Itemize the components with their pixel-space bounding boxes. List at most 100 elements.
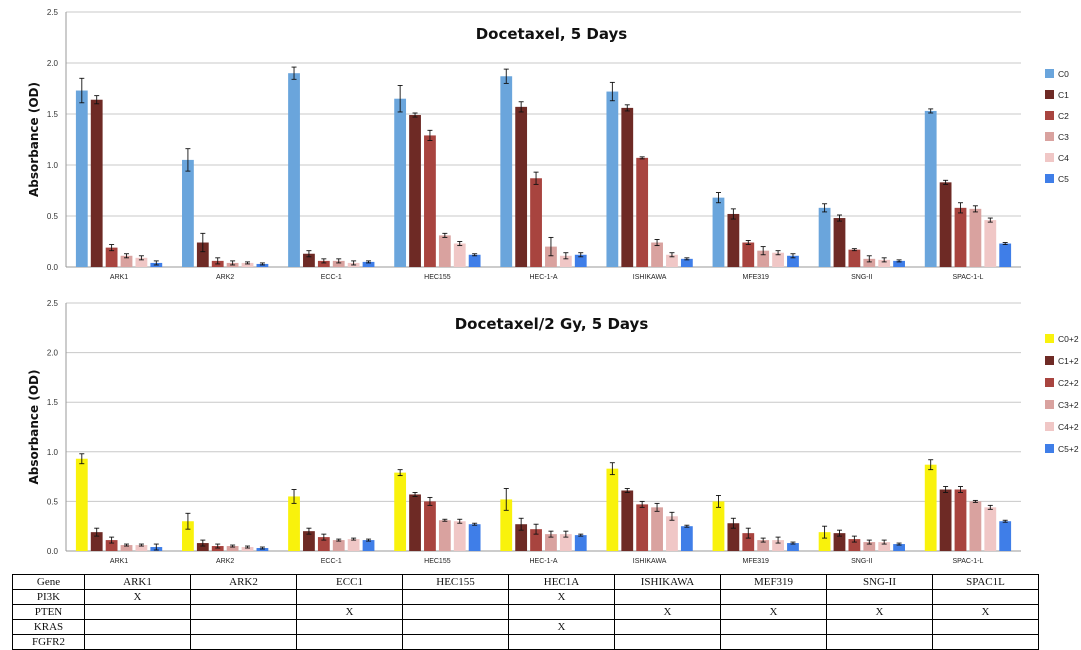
bar: [787, 255, 799, 267]
bar: [893, 260, 905, 267]
bar: [90, 99, 103, 267]
y-tick-label: 2.0: [47, 59, 59, 68]
y-tick-label: 0.5: [47, 212, 59, 221]
gene-name-cell: FGFR2: [12, 634, 85, 650]
bar: [787, 543, 799, 551]
bar: [530, 529, 542, 551]
bar-group: [75, 77, 163, 267]
x-tick-label: MFE319: [742, 558, 769, 565]
legend-label: C0+2 Gy: [1058, 334, 1081, 344]
bar: [818, 207, 831, 267]
bar: [666, 516, 678, 551]
bar: [999, 243, 1012, 267]
mutation-cell: [84, 604, 191, 620]
y-tick-label: 0.0: [47, 263, 59, 272]
legend-label: C5+2 Gy: [1058, 444, 1081, 454]
bar: [833, 533, 846, 551]
mutation-cell: X: [508, 589, 615, 605]
bar: [303, 253, 315, 267]
bar: [574, 254, 587, 267]
legend-swatch: [1045, 356, 1054, 365]
x-tick-label: HEC-1-A: [529, 274, 557, 281]
mutation-cell: X: [508, 619, 615, 635]
bar: [438, 520, 451, 551]
mutation-cell: X: [932, 604, 1039, 620]
bar: [712, 197, 725, 267]
bar: [182, 159, 194, 267]
bar: [515, 524, 528, 551]
bar: [772, 252, 784, 267]
chart-title: Docetaxel, 5 Days: [476, 25, 628, 43]
mutation-cell: X: [296, 604, 403, 620]
bar: [559, 255, 572, 267]
gene-mutation-table: Gene ARK1 ARK2 ECC1 HEC155 HEC1A ISHIKAWA MEF31…: [12, 574, 1039, 650]
y-tick-label: 0.5: [47, 497, 59, 506]
y-axis-label: Absorbance (OD): [27, 82, 41, 197]
bar-group: [712, 192, 799, 267]
bar: [288, 496, 300, 551]
bar-group: [182, 148, 269, 267]
y-axis-label: Absorbance (OD): [27, 370, 41, 485]
bar: [211, 546, 224, 551]
bar: [772, 540, 784, 551]
mutation-cell: X: [826, 604, 933, 620]
x-tick-label: MFE319: [742, 274, 769, 281]
bar: [924, 464, 937, 551]
bar: [453, 243, 466, 267]
bar: [636, 504, 649, 551]
x-tick-label: SPAC-1-L: [952, 274, 983, 281]
bar-group: [924, 459, 1012, 551]
x-tick-label: HEC155: [424, 274, 451, 281]
legend-swatch: [1045, 132, 1054, 141]
x-tick-label: ISHIKAWA: [633, 558, 667, 565]
bar-group: [606, 81, 693, 267]
mutation-cell: ISHIKAWA: [614, 574, 721, 590]
y-tick-label: 1.5: [47, 398, 59, 407]
bar: [666, 254, 678, 267]
table-row: FGFR2: [12, 634, 1039, 650]
bar: [969, 208, 982, 267]
mutation-cell: [402, 589, 509, 605]
bar: [954, 207, 967, 267]
bar: [394, 98, 407, 267]
bar: [651, 242, 663, 267]
bar: [757, 540, 770, 551]
mutation-cell: [614, 619, 721, 635]
bar: [893, 544, 905, 551]
bar: [75, 458, 88, 551]
bar: [574, 535, 587, 551]
bar: [606, 468, 619, 551]
mutation-cell: [296, 589, 403, 605]
x-tick-label: ISHIKAWA: [633, 274, 667, 281]
bar: [468, 524, 481, 551]
y-tick-label: 2.5: [47, 8, 59, 17]
legend-label: C1: [1058, 90, 1069, 100]
legend-swatch: [1045, 111, 1054, 120]
legend-swatch: [1045, 444, 1054, 453]
bar: [438, 235, 451, 267]
bar-group: [288, 489, 375, 551]
bar: [621, 107, 634, 267]
bar: [712, 501, 725, 551]
bar: [120, 255, 133, 267]
mutation-cell: [614, 634, 721, 650]
bar: [303, 531, 315, 551]
bar: [182, 521, 194, 551]
x-tick-label: HEC155: [424, 558, 451, 565]
chart-title: Docetaxel/2 Gy, 5 Days: [455, 315, 649, 333]
bar-group: [818, 203, 905, 267]
mutation-cell: HEC1A: [508, 574, 615, 590]
gene-name-cell: KRAS: [12, 619, 85, 635]
legend-swatch: [1045, 90, 1054, 99]
bar-group: [712, 494, 799, 551]
legend-label: C5: [1058, 174, 1069, 184]
bar: [500, 499, 513, 551]
bar: [939, 489, 952, 551]
mutation-cell: [720, 634, 827, 650]
bar: [848, 539, 861, 551]
bar: [680, 526, 693, 551]
bar: [530, 178, 542, 267]
mutation-cell: [720, 619, 827, 635]
mutation-cell: ARK1: [84, 574, 191, 590]
mutation-cell: ARK2: [190, 574, 297, 590]
